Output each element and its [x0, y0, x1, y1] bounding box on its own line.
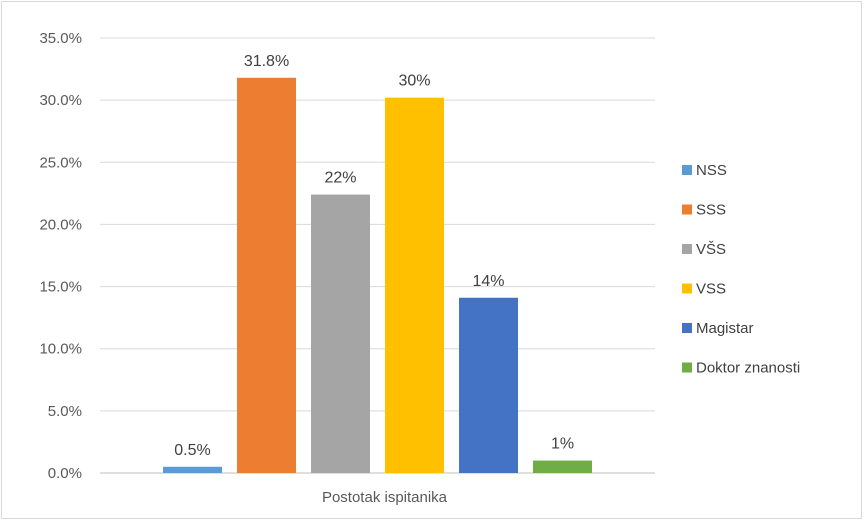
legend: NSS SSS VŠS VSS Magistar Doktor znanosti — [682, 162, 800, 377]
bars — [163, 77, 592, 474]
y-tick-label: 10.0% — [39, 341, 82, 358]
y-tick-label: 0.0% — [48, 465, 82, 482]
legend-swatch-v-s — [682, 244, 692, 254]
y-tick-label: 35.0% — [39, 30, 82, 47]
data-label-magistar: 14% — [472, 273, 504, 290]
bar-v-s — [311, 194, 370, 473]
legend-swatch-doktor-znanosti — [682, 362, 692, 373]
bar-magistar — [459, 297, 518, 473]
y-tick-label: 5.0% — [48, 403, 82, 420]
y-tick-label: 25.0% — [39, 154, 82, 171]
bar-sss — [237, 77, 296, 474]
y-tick-label: 15.0% — [39, 279, 82, 296]
data-label-nss: 0.5% — [174, 442, 210, 459]
data-label-vss: 30% — [398, 73, 430, 90]
data-label-sss: 31.8% — [244, 53, 289, 70]
legend-swatch-sss — [682, 204, 692, 215]
legend-label-v-s: VŠS — [696, 241, 726, 258]
data-labels: 0.5% 31.8% 22% 30% 14% 1% — [174, 53, 574, 459]
legend-swatch-vss — [682, 283, 692, 294]
legend-label-vss: VSS — [696, 281, 726, 298]
y-tick-label: 30.0% — [39, 92, 82, 109]
gridlines — [100, 37, 655, 474]
data-label-doktor-znanosti: 1% — [551, 436, 574, 453]
legend-label-magistar: Magistar — [696, 320, 754, 337]
y-tick-label: 20.0% — [39, 216, 82, 233]
data-label-v-s: 22% — [324, 170, 356, 187]
legend-label-sss: SSS — [696, 202, 726, 219]
legend-swatch-nss — [682, 165, 692, 175]
bar-nss — [163, 466, 222, 473]
legend-swatch-magistar — [682, 323, 692, 333]
legend-label-doktor-znanosti: Doktor znanosti — [696, 360, 800, 377]
legend-label-nss: NSS — [696, 162, 727, 179]
x-axis-label: Postotak ispitanika — [322, 489, 448, 506]
y-axis-ticks: 0.0% 5.0% 10.0% 15.0% 20.0% 25.0% 30.0% 35.0% — [39, 30, 82, 482]
bar-doktor-znanosti — [533, 460, 592, 473]
bar-vss — [385, 97, 444, 474]
